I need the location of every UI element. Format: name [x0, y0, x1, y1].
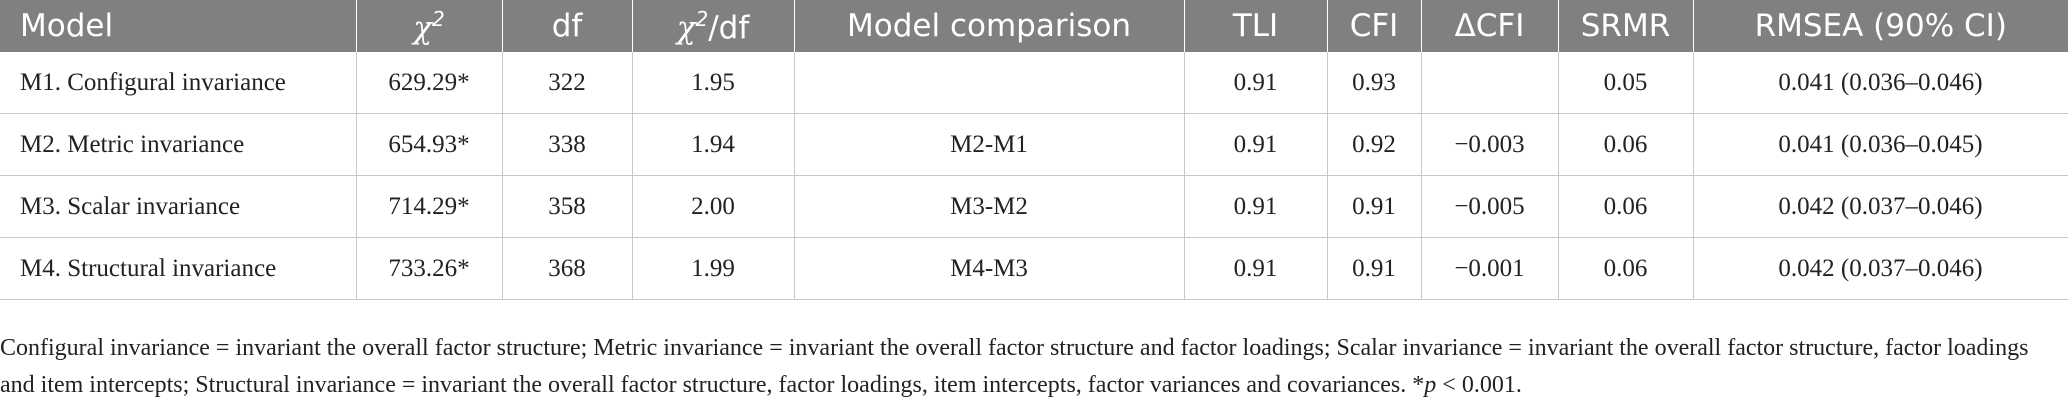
cell-chi2: 629.29*	[356, 52, 503, 114]
chi-superscript: 2	[432, 6, 445, 31]
cell-df: 358	[502, 175, 633, 238]
table-row: M2. Metric invariance 654.93* 338 1.94 M…	[0, 113, 2068, 176]
cell-chi2-df: 1.94	[632, 113, 795, 176]
table-footnote: Configural invariance = invariant the ov…	[0, 330, 2040, 404]
header-chi2-df: χ2/df	[632, 0, 795, 52]
cell-chi2: 733.26*	[356, 237, 503, 300]
cell-comparison: M4-M3	[794, 237, 1185, 300]
cell-tli: 0.91	[1184, 113, 1328, 176]
cell-comparison: M3-M2	[794, 175, 1185, 238]
header-srmr: SRMR	[1558, 0, 1694, 52]
chi-superscript: 2	[695, 6, 709, 31]
cell-chi2: 714.29*	[356, 175, 503, 238]
cell-delta-cfi: −0.001	[1421, 237, 1559, 300]
header-row: Model χ2 df χ2/df Model comparison TLI C…	[0, 0, 2068, 52]
chi-symbol: χ	[676, 9, 696, 46]
cell-model: M3. Scalar invariance	[0, 175, 357, 238]
cell-chi2-df: 1.95	[632, 52, 795, 114]
cell-delta-cfi: −0.003	[1421, 113, 1559, 176]
cell-comparison	[794, 52, 1185, 114]
cell-cfi: 0.91	[1327, 175, 1422, 238]
cell-srmr: 0.06	[1558, 237, 1694, 300]
cell-cfi: 0.92	[1327, 113, 1422, 176]
cell-model: M1. Configural invariance	[0, 52, 357, 114]
table-row: M1. Configural invariance 629.29* 322 1.…	[0, 52, 2068, 114]
header-tli: TLI	[1184, 0, 1328, 52]
header-model: Model	[0, 0, 357, 52]
table-row: M3. Scalar invariance 714.29* 358 2.00 M…	[0, 175, 2068, 238]
table-row: M4. Structural invariance 733.26* 368 1.…	[0, 237, 2068, 300]
cell-srmr: 0.06	[1558, 175, 1694, 238]
header-chi2: χ2	[356, 0, 503, 52]
invariance-table-container: Model χ2 df χ2/df Model comparison TLI C…	[0, 0, 2068, 300]
cell-rmsea: 0.042 (0.037–0.046)	[1693, 175, 2068, 238]
header-rmsea: RMSEA (90% CI)	[1693, 0, 2068, 52]
cell-srmr: 0.06	[1558, 113, 1694, 176]
header-model-comparison: Model comparison	[794, 0, 1185, 52]
cell-rmsea: 0.041 (0.036–0.045)	[1693, 113, 2068, 176]
cell-chi2-df: 1.99	[632, 237, 795, 300]
cell-df: 322	[502, 52, 633, 114]
cell-cfi: 0.91	[1327, 237, 1422, 300]
cell-model: M2. Metric invariance	[0, 113, 357, 176]
cell-df: 338	[502, 113, 633, 176]
cell-tli: 0.91	[1184, 175, 1328, 238]
chi-symbol: χ	[413, 9, 433, 46]
cell-chi2-df: 2.00	[632, 175, 795, 238]
invariance-table: Model χ2 df χ2/df Model comparison TLI C…	[0, 0, 2068, 300]
cell-df: 368	[502, 237, 633, 300]
header-delta-cfi: ΔCFI	[1421, 0, 1559, 52]
cell-tli: 0.91	[1184, 237, 1328, 300]
footnote-text: Configural invariance = invariant the ov…	[0, 335, 2029, 398]
cell-tli: 0.91	[1184, 52, 1328, 114]
chi-df-suffix: /df	[708, 9, 750, 46]
cell-delta-cfi: −0.005	[1421, 175, 1559, 238]
footnote-p-value: < 0.001.	[1436, 372, 1522, 398]
cell-comparison: M2-M1	[794, 113, 1185, 176]
header-cfi: CFI	[1327, 0, 1422, 52]
footnote-p-symbol: p	[1424, 372, 1437, 398]
cell-model: M4. Structural invariance	[0, 237, 357, 300]
cell-delta-cfi	[1421, 52, 1559, 114]
cell-rmsea: 0.042 (0.037–0.046)	[1693, 237, 2068, 300]
table-body: M1. Configural invariance 629.29* 322 1.…	[0, 52, 2068, 300]
cell-chi2: 654.93*	[356, 113, 503, 176]
table-header: Model χ2 df χ2/df Model comparison TLI C…	[0, 0, 2068, 52]
cell-cfi: 0.93	[1327, 52, 1422, 114]
cell-srmr: 0.05	[1558, 52, 1694, 114]
cell-rmsea: 0.041 (0.036–0.046)	[1693, 52, 2068, 114]
header-df: df	[502, 0, 633, 52]
